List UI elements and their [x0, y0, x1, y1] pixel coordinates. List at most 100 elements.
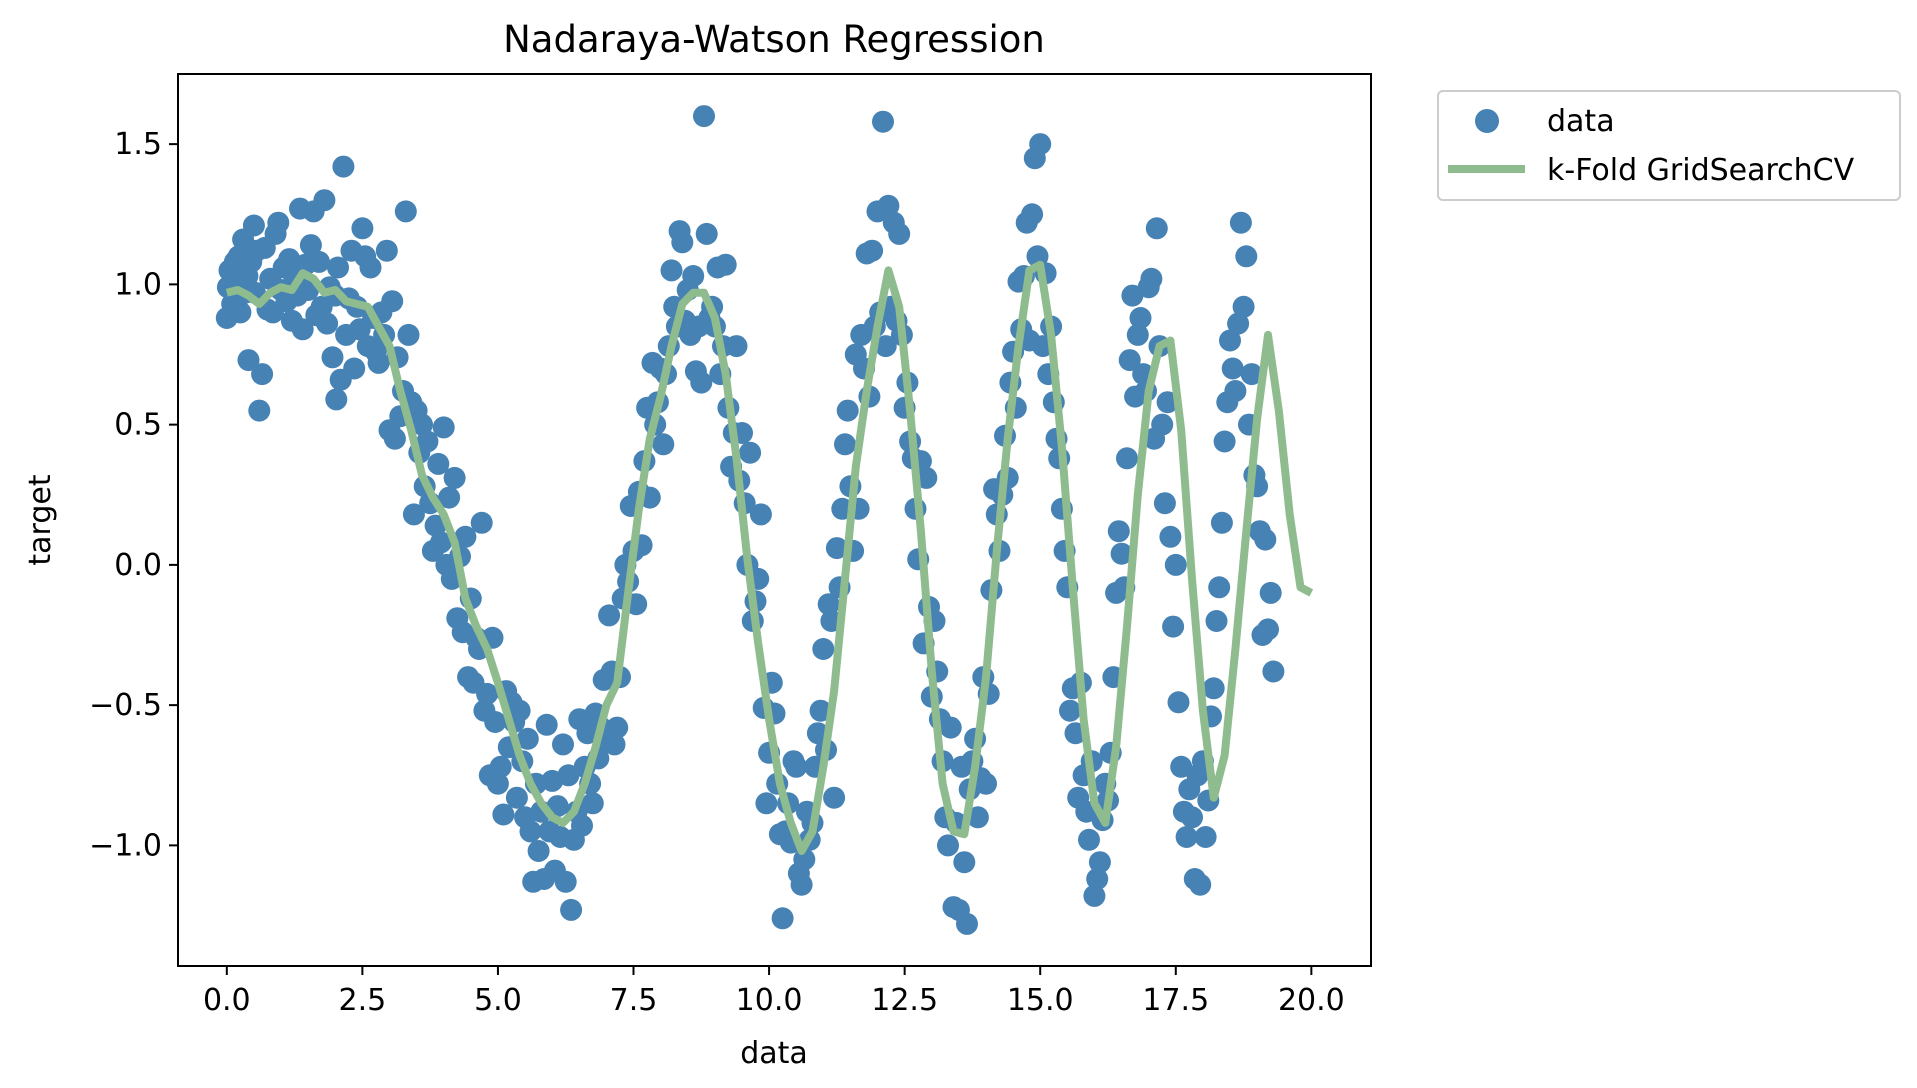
data-point: [725, 335, 748, 358]
data-point: [242, 214, 265, 237]
data-point: [486, 772, 509, 795]
data-point: [888, 222, 911, 245]
data-point: [397, 323, 420, 346]
data-point: [1254, 528, 1277, 551]
data-point: [438, 486, 461, 509]
data-point: [1164, 553, 1187, 576]
data-point: [682, 265, 705, 287]
data-point: [299, 234, 322, 257]
x-tick-label: 17.5: [1142, 983, 1209, 1018]
data-point: [367, 351, 390, 374]
data-point: [527, 840, 550, 862]
data-point: [836, 399, 859, 422]
x-tick-label: 0.0: [203, 983, 251, 1018]
data-point: [381, 290, 404, 313]
data-point: [1162, 615, 1185, 638]
data-point: [1026, 245, 1049, 268]
data-point: [755, 792, 778, 815]
data-point: [1208, 576, 1231, 599]
data-point: [975, 772, 997, 795]
data-point: [229, 301, 252, 324]
data-point: [383, 427, 406, 450]
data-point: [690, 371, 713, 394]
data-point: [375, 239, 398, 262]
x-tick-label: 12.5: [871, 983, 938, 1018]
y-tick-label: 1.5: [114, 127, 162, 162]
data-point: [581, 792, 604, 815]
data-point: [267, 211, 290, 234]
x-tick-label: 7.5: [610, 983, 658, 1018]
data-point: [402, 503, 425, 526]
data-point: [872, 110, 894, 133]
data-point: [489, 755, 512, 778]
legend: data k-Fold GridSearchCV: [1437, 90, 1901, 201]
data-point: [953, 851, 976, 874]
x-tick-label: 20.0: [1278, 983, 1345, 1018]
y-axis-title: target: [23, 474, 58, 565]
data-point: [291, 318, 314, 341]
data-point: [1235, 245, 1258, 268]
data-point: [1118, 349, 1141, 372]
data-point: [508, 699, 531, 722]
data-point: [652, 433, 675, 456]
data-point: [714, 253, 737, 276]
data-point: [571, 814, 593, 837]
data-point: [671, 231, 694, 254]
data-point: [693, 105, 715, 128]
data-point: [1229, 211, 1252, 234]
legend-frame: [1437, 90, 1901, 201]
data-point: [516, 727, 539, 750]
y-tick-label: 1.0: [114, 267, 162, 302]
data-point: [1170, 755, 1193, 778]
data-point: [552, 733, 574, 756]
data-point: [351, 217, 374, 240]
data-point: [454, 525, 477, 548]
data-point: [1029, 133, 1052, 156]
data-point: [476, 682, 499, 705]
data-point: [695, 222, 718, 245]
data-point: [1219, 329, 1241, 352]
data-point: [1227, 312, 1250, 335]
data-point: [248, 399, 271, 422]
x-tick-label: 10.0: [736, 983, 803, 1018]
data-point: [966, 806, 989, 829]
data-point: [427, 452, 450, 475]
data-point: [1210, 511, 1233, 534]
data-point: [251, 363, 274, 386]
data-point: [739, 441, 762, 464]
data-point: [411, 413, 433, 436]
y-tick-label: −1.0: [89, 828, 162, 863]
data-point: [1140, 267, 1163, 290]
data-point: [1232, 295, 1255, 318]
data-point: [332, 155, 355, 178]
data-point: [809, 699, 832, 722]
k-fold-gridsearchcv-line: [225, 260, 1314, 855]
data-point: [823, 786, 846, 809]
data-point: [325, 388, 348, 411]
data-point: [1175, 826, 1198, 848]
data-point: [1259, 581, 1282, 604]
data-point: [1189, 873, 1212, 896]
data-point: [812, 638, 835, 660]
data-point: [313, 189, 336, 212]
data-point: [1121, 284, 1144, 307]
data-point: [1078, 828, 1100, 851]
data-point: [505, 786, 528, 809]
legend-fit-label: k-Fold GridSearchCV: [1547, 153, 1855, 188]
data-point: [1262, 660, 1285, 683]
data-point: [316, 312, 339, 335]
data-point: [359, 256, 382, 279]
data-point: [432, 416, 455, 439]
data-point: [825, 537, 848, 560]
data-point: [1159, 525, 1182, 548]
data-point: [1151, 413, 1174, 436]
y-tick-label: −0.5: [89, 688, 162, 723]
data-point: [424, 514, 447, 537]
data-point: [327, 256, 349, 279]
data-point: [874, 335, 897, 358]
chart-title: Nadaraya-Watson Regression: [503, 18, 1045, 61]
x-axis-title: data: [740, 1036, 808, 1071]
data-point: [1086, 868, 1109, 890]
x-tick-label: 5.0: [474, 983, 522, 1018]
x-tick-label: 15.0: [1007, 983, 1074, 1018]
